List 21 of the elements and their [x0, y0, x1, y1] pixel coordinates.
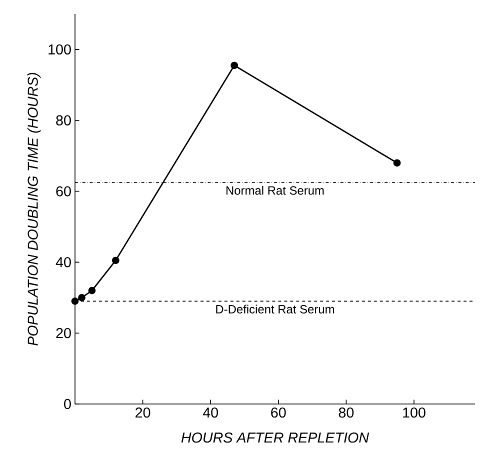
point — [78, 294, 86, 302]
x-tick-label: 60 — [271, 408, 286, 418]
y-tick-label: 40 — [56, 257, 71, 268]
point — [112, 256, 120, 264]
x-tick-label: 20 — [136, 408, 150, 418]
x-axis-title: HOURS AFTER REPLETION — [181, 432, 370, 443]
point — [71, 297, 79, 305]
point — [393, 159, 401, 167]
y-tick-label: 100 — [48, 44, 71, 55]
y-tick-label: 20 — [56, 328, 71, 338]
y-axis-title: POPULATION DOUBLING TIME (HOURS) — [27, 72, 41, 346]
x-tick-label: 80 — [338, 408, 354, 418]
ref-line-label: Normal Rat Serum — [226, 186, 324, 195]
point — [88, 286, 96, 294]
point — [230, 62, 238, 70]
ref-line-label: D-Deficient Rat Serum — [216, 304, 334, 314]
x-tick-label: 40 — [202, 408, 218, 418]
x-tick-label: 100 — [403, 408, 426, 418]
y-tick-label: 60 — [56, 186, 71, 196]
y-tick-label: 0 — [64, 398, 71, 410]
y-tick-label: 80 — [56, 115, 71, 126]
